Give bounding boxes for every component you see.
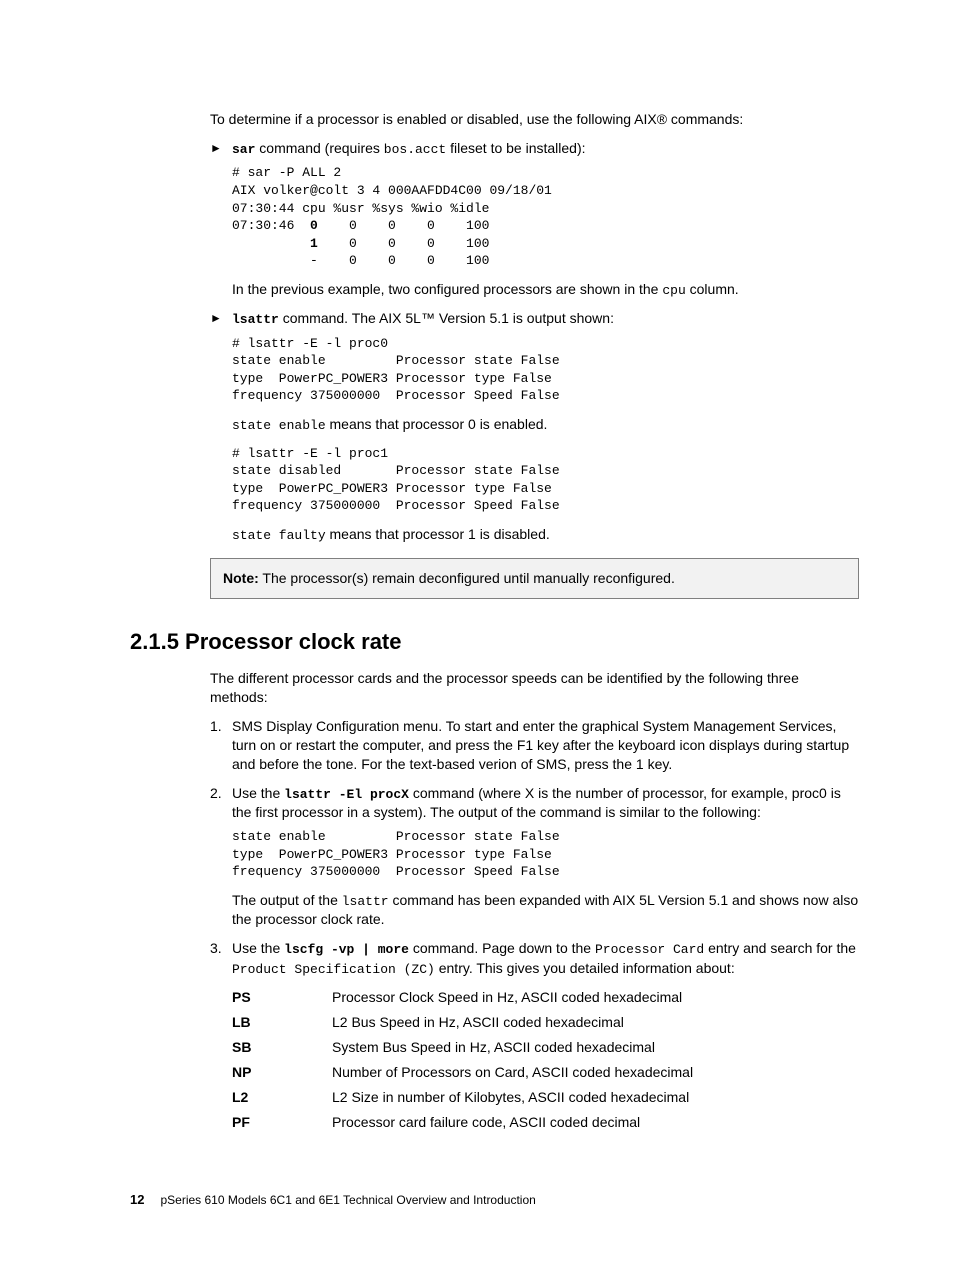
definition-row: LB L2 Bus Speed in Hz, ASCII coded hexad… xyxy=(232,1013,859,1032)
code-block-lsattr-proc1: # lsattr -E -l proc1 state disabled Proc… xyxy=(232,445,859,515)
inline-mono: cpu xyxy=(662,283,685,298)
note-label: Note: xyxy=(223,570,259,586)
command-name: lsattr xyxy=(232,312,279,327)
text: means that processor 1 is disabled. xyxy=(326,526,550,542)
inline-mono: Processor Card xyxy=(595,942,704,957)
text: command. The AIX 5L™ Version 5.1 is outp… xyxy=(279,310,614,326)
text: entry. This gives you detailed informati… xyxy=(435,960,735,976)
text: The output of the xyxy=(232,892,342,908)
bullet-content: sar command (requires bos.acct fileset t… xyxy=(232,139,859,159)
number-marker: 3. xyxy=(210,939,232,978)
command-name: lsattr -El procX xyxy=(284,787,409,802)
inline-mono: state enable xyxy=(232,418,326,433)
definition-term: SB xyxy=(232,1038,332,1057)
definition-desc: L2 Size in number of Kilobytes, ASCII co… xyxy=(332,1088,859,1107)
code-block-lsattr-output: state enable Processor state False type … xyxy=(232,828,859,881)
paragraph: state faulty means that processor 1 is d… xyxy=(232,525,859,545)
code-block-sar: # sar -P ALL 2 AIX volker@colt 3 4 000AA… xyxy=(232,164,859,269)
intro-paragraph: To determine if a processor is enabled o… xyxy=(210,110,859,129)
bullet-icon: ► xyxy=(210,309,232,329)
text: In the previous example, two configured … xyxy=(232,281,662,297)
page-footer: 12 pSeries 610 Models 6C1 and 6E1 Techni… xyxy=(130,1192,859,1207)
heading-paragraph: The different processor cards and the pr… xyxy=(210,669,859,707)
definition-row: PF Processor card failure code, ASCII co… xyxy=(232,1113,859,1132)
text: entry and search for the xyxy=(704,940,856,956)
definition-row: PS Processor Clock Speed in Hz, ASCII co… xyxy=(232,988,859,1007)
text: Use the xyxy=(232,940,284,956)
text: command (requires xyxy=(255,140,383,156)
definition-term: PS xyxy=(232,988,332,1007)
numbered-item-3: 3. Use the lscfg -vp | more command. Pag… xyxy=(210,939,859,978)
definition-desc: Number of Processors on Card, ASCII code… xyxy=(332,1063,859,1082)
fileset-name: bos.acct xyxy=(384,142,446,157)
definition-term: NP xyxy=(232,1063,332,1082)
text: command. Page down to the xyxy=(409,940,595,956)
inline-mono: Product Specification (ZC) xyxy=(232,962,435,977)
definition-term: L2 xyxy=(232,1088,332,1107)
note-box: Note: The processor(s) remain deconfigur… xyxy=(210,558,859,599)
inline-mono: lsattr xyxy=(342,894,389,909)
text: means that processor 0 is enabled. xyxy=(326,416,548,432)
definition-row: NP Number of Processors on Card, ASCII c… xyxy=(232,1063,859,1082)
page-number: 12 xyxy=(130,1192,144,1207)
bullet-item-sar: ► sar command (requires bos.acct fileset… xyxy=(210,139,859,159)
definition-term: PF xyxy=(232,1113,332,1132)
code-block-lsattr-proc0: # lsattr -E -l proc0 state enable Proces… xyxy=(232,335,859,405)
page: To determine if a processor is enabled o… xyxy=(0,0,954,1267)
numbered-item-1: 1. SMS Display Configuration menu. To st… xyxy=(210,717,859,774)
definition-term: LB xyxy=(232,1013,332,1032)
definition-row: SB System Bus Speed in Hz, ASCII coded h… xyxy=(232,1038,859,1057)
paragraph: In the previous example, two configured … xyxy=(232,280,859,300)
inline-mono: state faulty xyxy=(232,528,326,543)
paragraph: state enable means that processor 0 is e… xyxy=(232,415,859,435)
definition-desc: Processor card failure code, ASCII coded… xyxy=(332,1113,859,1132)
numbered-content: SMS Display Configuration menu. To start… xyxy=(232,717,859,774)
definition-desc: L2 Bus Speed in Hz, ASCII coded hexadeci… xyxy=(332,1013,859,1032)
numbered-item-2: 2. Use the lsattr -El procX command (whe… xyxy=(210,784,859,930)
footer-title: pSeries 610 Models 6C1 and 6E1 Technical… xyxy=(160,1193,535,1207)
numbered-content: Use the lsattr -El procX command (where … xyxy=(232,784,859,930)
text: column. xyxy=(686,281,739,297)
number-marker: 1. xyxy=(210,717,232,774)
paragraph: The output of the lsattr command has bee… xyxy=(232,891,859,929)
bullet-item-lsattr: ► lsattr command. The AIX 5L™ Version 5.… xyxy=(210,309,859,329)
definition-row: L2 L2 Size in number of Kilobytes, ASCII… xyxy=(232,1088,859,1107)
command-name: lscfg -vp | more xyxy=(284,942,409,957)
definition-desc: Processor Clock Speed in Hz, ASCII coded… xyxy=(332,988,859,1007)
numbered-content: Use the lscfg -vp | more command. Page d… xyxy=(232,939,859,978)
definition-list: PS Processor Clock Speed in Hz, ASCII co… xyxy=(232,988,859,1131)
text: Use the xyxy=(232,785,284,801)
section-heading: 2.1.5 Processor clock rate xyxy=(130,629,859,655)
bullet-content: lsattr command. The AIX 5L™ Version 5.1 … xyxy=(232,309,859,329)
bullet-icon: ► xyxy=(210,139,232,159)
note-text: The processor(s) remain deconfigured unt… xyxy=(259,570,675,586)
definition-desc: System Bus Speed in Hz, ASCII coded hexa… xyxy=(332,1038,859,1057)
number-marker: 2. xyxy=(210,784,232,930)
text: fileset to be installed): xyxy=(446,140,585,156)
command-name: sar xyxy=(232,142,255,157)
